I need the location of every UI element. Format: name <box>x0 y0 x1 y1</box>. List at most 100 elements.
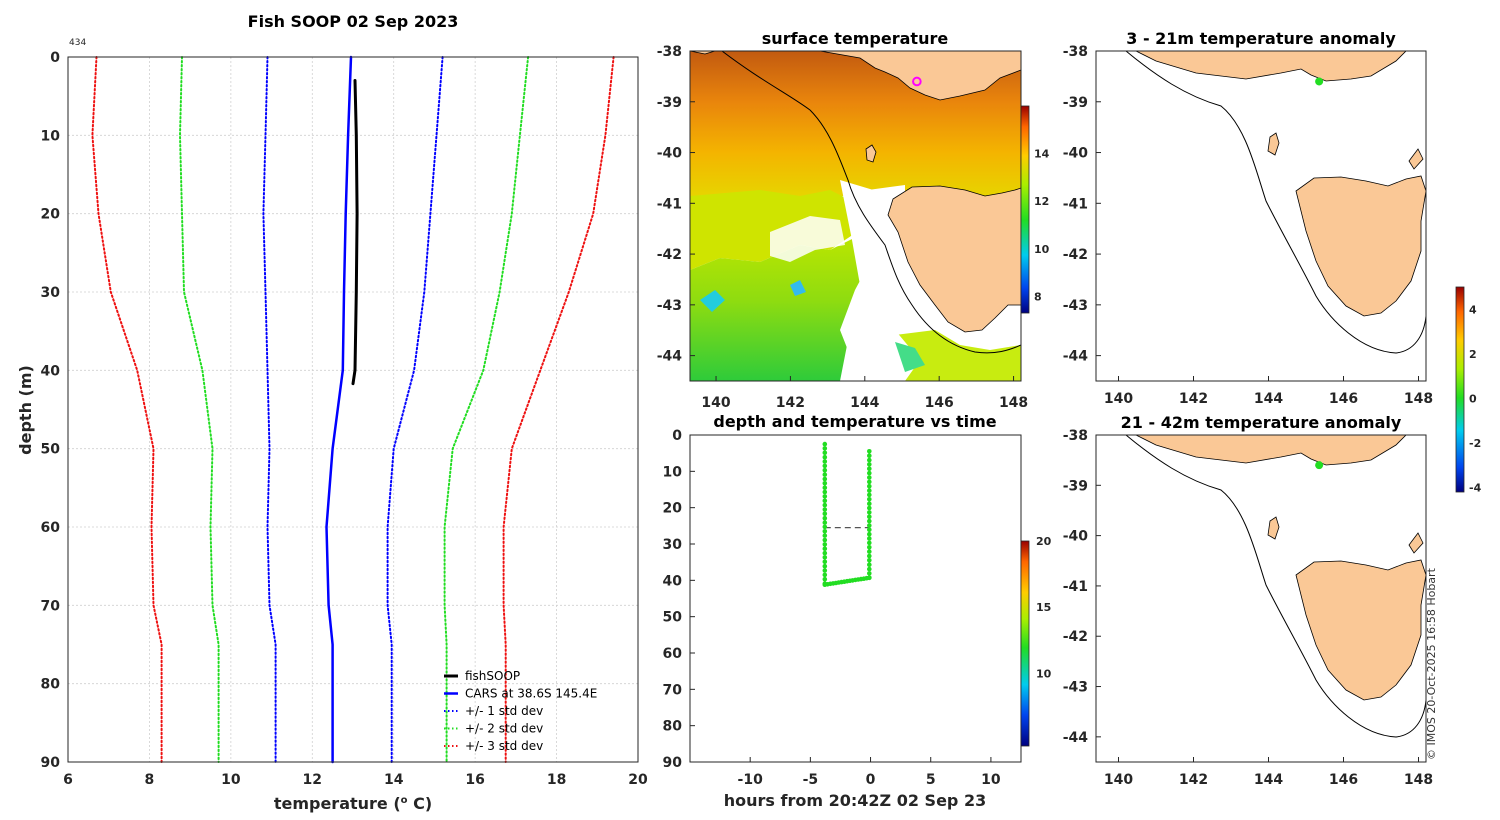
trace-point <box>822 441 828 447</box>
x-tick-label: 142 <box>1179 772 1208 788</box>
trace-point <box>867 536 872 541</box>
colorbar-tick-label: 14 <box>1034 148 1050 161</box>
colorbar-tick-label: 20 <box>1036 535 1052 548</box>
trace-point <box>867 457 872 463</box>
trace-point <box>822 524 828 530</box>
x-tick-label: 10 <box>981 772 1001 788</box>
colorbar-tick-label: 4 <box>1469 303 1477 316</box>
x-tick-label: 8 <box>145 772 155 788</box>
x-tick-label: 0 <box>866 772 876 788</box>
y-tick-label: -41 <box>1063 196 1088 212</box>
y-tick-label: 70 <box>663 682 683 698</box>
y-tick-label: -44 <box>1063 730 1089 746</box>
x-tick-label: 142 <box>1179 391 1208 407</box>
trace-point <box>822 446 828 451</box>
y-tick-label: 80 <box>41 677 61 693</box>
trace-point <box>822 537 828 543</box>
series-profile <box>351 79 359 386</box>
land-king-island <box>1267 132 1280 156</box>
coastal-water <box>895 330 1021 381</box>
y-tick-label: -38 <box>657 44 682 60</box>
trace-point <box>822 459 828 464</box>
trace-point <box>822 502 828 508</box>
vessel-position-marker <box>912 76 922 87</box>
colorbar-tick-label: 15 <box>1036 601 1051 614</box>
profile-title: Fish SOOP 02 Sep 2023 <box>248 12 459 31</box>
anomaly-colorbar: -4 -2 0 2 4 <box>1455 286 1482 495</box>
trace-point <box>867 558 872 563</box>
land-tasmania <box>887 185 1021 333</box>
land-flinders-island <box>1408 532 1424 554</box>
cloud-gap <box>770 216 845 262</box>
series-std2-upper <box>443 56 530 763</box>
legend-label: +/- 1 std dev <box>465 704 543 718</box>
trace-point <box>822 507 828 512</box>
trace-point <box>867 505 872 511</box>
sst-colorbar <box>1020 105 1030 314</box>
legend-label: fishSOOP <box>465 669 520 683</box>
trace-point <box>822 494 828 499</box>
x-tick-label: 144 <box>850 395 879 411</box>
y-tick-label: 60 <box>41 520 61 536</box>
x-tick-label: 18 <box>547 772 566 788</box>
land-king-island <box>865 144 877 163</box>
series-std1 <box>262 56 277 763</box>
y-tick-label: 10 <box>41 128 61 144</box>
y-tick-label: -40 <box>657 146 683 162</box>
trace-point <box>867 453 872 459</box>
corner-label: 434 <box>69 38 86 48</box>
y-tick-label: -43 <box>1063 298 1088 314</box>
land-king-island <box>1267 516 1280 540</box>
cool-patch <box>700 290 725 312</box>
trace-point <box>822 529 828 534</box>
trace-point <box>867 531 872 537</box>
y-tick-label: -41 <box>1063 579 1088 595</box>
y-tick-label: 40 <box>41 363 61 379</box>
map-frame <box>1095 50 1427 382</box>
x-tick-label: 148 <box>999 395 1028 411</box>
land-victoria <box>690 51 1021 101</box>
sst-title: surface temperature <box>762 29 949 48</box>
colorbar-tick-label: -4 <box>1469 482 1482 495</box>
trace-point <box>867 497 872 502</box>
y-tick-label: -41 <box>657 196 682 212</box>
anomaly-title: 21 - 42m temperature anomaly <box>1121 413 1402 432</box>
series-std1-upper <box>386 56 444 763</box>
copyright-text: © IMOS 20-Oct-2025 16:58 Hobart <box>1425 567 1438 760</box>
trace-point <box>822 563 828 569</box>
series-std2 <box>179 56 220 763</box>
y-tick-label: -39 <box>657 95 682 111</box>
x-tick-label: 142 <box>776 395 805 411</box>
x-tick-label: 16 <box>465 772 484 788</box>
trace-point <box>822 515 828 521</box>
trace-point <box>867 501 872 507</box>
trace-points <box>822 441 872 587</box>
y-tick-label: 90 <box>663 755 683 771</box>
colorbar-tick-label: 8 <box>1034 290 1042 303</box>
y-tick-label: 20 <box>663 501 683 517</box>
trace-point <box>822 485 828 491</box>
cool-patch <box>895 342 925 372</box>
trace-point <box>822 511 828 517</box>
x-tick-label: 140 <box>1104 391 1133 407</box>
x-axis-label-sup: o <box>401 795 408 806</box>
x-tick-label: 148 <box>1404 772 1433 788</box>
trace-point <box>867 562 872 567</box>
y-tick-label: 30 <box>663 537 683 553</box>
trace-point <box>867 483 872 489</box>
legend-label: +/- 2 std dev <box>465 722 543 736</box>
shelf-contour <box>721 51 1021 354</box>
y-tick-label: -38 <box>1063 44 1088 60</box>
trace-point <box>822 472 828 477</box>
x-tick-label: 140 <box>1104 772 1133 788</box>
trace-point <box>867 566 872 572</box>
y-tick-label: 50 <box>41 442 61 458</box>
anomaly-panel-deep: 21 - 42m temperature anomaly 140 142 144 146… <box>1063 413 1433 788</box>
y-tick-label: -40 <box>1063 529 1089 545</box>
y-tick-label: -42 <box>1063 247 1088 263</box>
y-tick-label: 0 <box>50 50 60 66</box>
y-tick-label: -43 <box>1063 680 1088 696</box>
y-tick-label: 80 <box>663 719 683 735</box>
